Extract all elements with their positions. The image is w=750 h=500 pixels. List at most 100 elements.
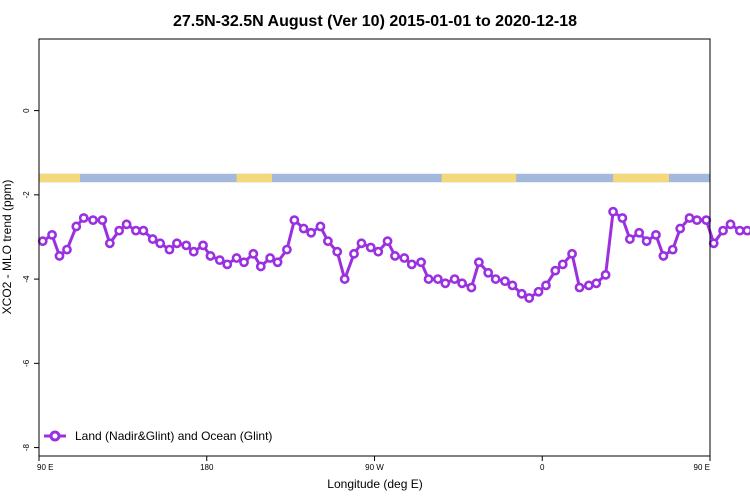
data-point-0-70: [624, 234, 635, 244]
y-tick-label-2: -4: [22, 275, 31, 283]
land-band-3: [613, 173, 669, 183]
x-tick-label-3: 0: [540, 463, 545, 472]
data-point-0-53: [483, 267, 494, 278]
y-tick-label-0: 0: [22, 108, 31, 113]
land-band-0: [39, 173, 81, 183]
data-point-0-76: [675, 223, 686, 234]
data-point-0-28: [272, 257, 283, 268]
data-point-0-34: [323, 236, 333, 247]
data-point-0-19: [198, 240, 208, 251]
data-point-0-7: [97, 215, 108, 226]
data-point-0-40: [373, 246, 384, 257]
data-point-0-74: [658, 251, 669, 261]
data-point-0-54: [490, 274, 501, 284]
data-point-0-68: [608, 206, 618, 217]
data-point-0-10: [121, 219, 132, 230]
surface-bar: [39, 173, 710, 183]
data-point-0-17: [181, 240, 192, 251]
land-band-2: [441, 173, 517, 183]
data-point-0-33: [315, 221, 326, 232]
data-point-0-30: [289, 215, 300, 226]
data-point-0-27: [265, 253, 276, 263]
data-point-0-63: [567, 248, 577, 259]
data-point-0-57: [516, 288, 527, 299]
y-tick-label-1: -2: [22, 191, 31, 199]
data-point-0-44: [406, 259, 417, 270]
data-point-0-43: [399, 253, 410, 263]
data-point-0-72: [641, 236, 652, 247]
data-point-0-36: [339, 274, 350, 284]
data-point-0-26: [255, 261, 266, 272]
data-point-0-12: [138, 225, 149, 236]
plot-frame: [38, 38, 711, 457]
data-point-0-45: [416, 257, 426, 268]
y-axis: 0 -2 -4 -6 -8: [22, 108, 39, 451]
data-point-0-73: [651, 229, 661, 240]
data-point-0-32: [306, 227, 317, 238]
x-axis: 90 E 180 90 W 0 90 E: [37, 456, 711, 472]
chart-title: 27.5N-32.5N August (Ver 10) 2015-01-01 t…: [173, 13, 577, 30]
data-point-0-29: [281, 244, 292, 255]
data-point-0-62: [557, 259, 568, 270]
y-tick-label-4: -8: [22, 443, 31, 451]
data-point-0-16: [172, 238, 182, 249]
legend: Land (Nadir&Glint) and Ocean (Glint): [44, 429, 272, 443]
data-point-0-11: [131, 225, 141, 236]
data-point-0-42: [390, 251, 400, 261]
data-point-0-56: [507, 280, 518, 291]
legend-marker: [49, 430, 61, 442]
x-tick-label-1: 180: [200, 463, 214, 472]
data-point-0-80: [708, 238, 719, 249]
x-tick-label-0: 90 E: [37, 463, 53, 472]
data-point-0-46: [423, 274, 434, 284]
data-point-0-13: [147, 234, 158, 244]
data-point-0-83: [734, 225, 745, 236]
data-point-0-1: [47, 229, 57, 240]
data-point-0-0: [37, 236, 48, 247]
data-point-0-47: [432, 274, 443, 284]
y-axis-label: XCO2 - MLO trend (ppm): [0, 180, 14, 315]
data-point-0-21: [214, 255, 225, 266]
data-point-0-78: [692, 215, 702, 226]
data-point-0-81: [718, 225, 728, 236]
data-point-0-14: [155, 238, 166, 249]
data-point-0-35: [332, 246, 343, 257]
legend-label: Land (Nadir&Glint) and Ocean (Glint): [75, 429, 272, 443]
data-point-0-6: [88, 215, 98, 226]
data-point-0-64: [574, 282, 585, 293]
y-tick-label-3: -6: [22, 359, 31, 367]
data-point-0-55: [500, 276, 510, 287]
data-point-0-65: [583, 280, 594, 291]
data-point-0-84: [742, 225, 750, 236]
data-point-0-5: [78, 213, 89, 223]
data-point-0-69: [617, 213, 628, 223]
data-point-0-18: [188, 246, 199, 257]
data-point-0-61: [550, 265, 561, 276]
x-tick-label-4: 90 E: [694, 463, 710, 472]
x-tick-label-2: 90 W: [365, 463, 384, 472]
data-point-0-39: [365, 242, 376, 253]
ocean-band: [39, 173, 710, 183]
data-point-0-3: [62, 244, 72, 255]
data-point-0-58: [524, 293, 535, 303]
data-point-0-23: [231, 253, 242, 263]
data-point-0-8: [104, 238, 115, 249]
data-point-0-67: [600, 269, 611, 280]
x-axis-label: Longitude (deg E): [327, 477, 422, 491]
data-point-0-24: [239, 257, 249, 268]
data-point-0-38: [356, 238, 367, 249]
data-point-0-41: [382, 236, 393, 247]
data-point-0-31: [298, 223, 309, 234]
data-point-0-20: [205, 251, 216, 261]
data-point-0-79: [701, 215, 712, 226]
data-point-0-71: [634, 227, 645, 238]
data-point-0-48: [440, 278, 451, 289]
data-point-0-15: [164, 244, 175, 255]
data-point-0-59: [533, 286, 544, 297]
data-point-0-4: [71, 221, 82, 232]
data-point-0-75: [667, 244, 678, 255]
data-point-0-25: [248, 248, 259, 259]
data-point-0-77: [684, 213, 695, 223]
data-point-0-52: [473, 257, 484, 268]
